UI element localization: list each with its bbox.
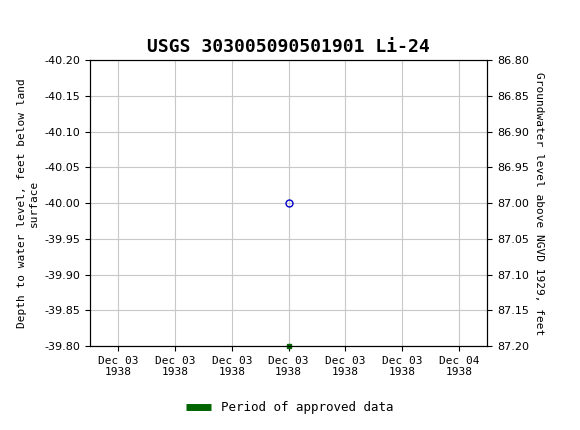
Title: USGS 303005090501901 Li-24: USGS 303005090501901 Li-24 <box>147 38 430 56</box>
Text: ╳: ╳ <box>9 10 22 35</box>
Legend: Period of approved data: Period of approved data <box>181 396 399 419</box>
Y-axis label: Groundwater level above NGVD 1929, feet: Groundwater level above NGVD 1929, feet <box>535 71 545 335</box>
Y-axis label: Depth to water level, feet below land
surface: Depth to water level, feet below land su… <box>17 78 39 328</box>
Text: USGS: USGS <box>32 13 92 32</box>
